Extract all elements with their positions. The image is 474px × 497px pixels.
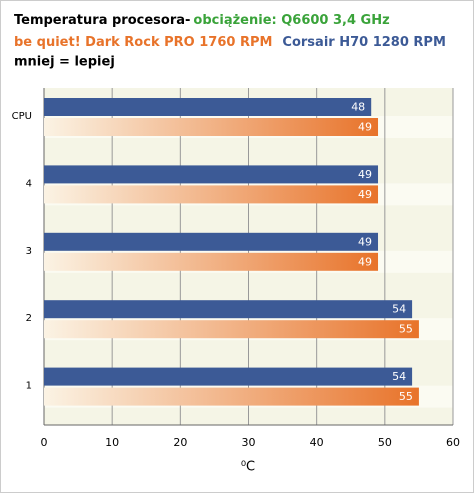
value-label: 49 — [358, 188, 372, 201]
x-tick-label: 0 — [41, 436, 48, 449]
bar — [44, 232, 379, 251]
value-label: 48 — [351, 101, 365, 114]
value-label: 55 — [399, 323, 413, 336]
y-tick-label: 2 — [26, 313, 32, 324]
title-highlight: obciążenie: Q6600 3,4 GHz — [193, 13, 389, 28]
bar — [44, 387, 419, 406]
y-tick-label: CPU — [12, 111, 32, 122]
x-axis-label: ⁰C — [241, 460, 255, 475]
value-label: 54 — [392, 303, 406, 316]
x-tick-label: 50 — [378, 436, 392, 449]
y-tick-label: 3 — [26, 246, 32, 257]
bar — [44, 98, 372, 116]
value-label: 49 — [358, 168, 372, 181]
value-label: 55 — [399, 390, 413, 403]
value-label: 49 — [358, 235, 372, 248]
chart-title: Temperatura procesora-obciążenie: Q6600 … — [14, 13, 390, 28]
y-tick-label: 1 — [26, 381, 32, 392]
legend-entry: be quiet! Dark Rock PRO 1760 RPM — [14, 35, 272, 50]
x-tick-label: 20 — [173, 436, 187, 449]
bar — [44, 165, 379, 184]
x-tick-label: 60 — [446, 436, 460, 449]
bar — [44, 367, 413, 386]
value-label: 54 — [392, 370, 406, 383]
value-label: 49 — [358, 121, 372, 134]
legend: be quiet! Dark Rock PRO 1760 RPM Corsair … — [14, 35, 446, 50]
bar — [44, 118, 379, 136]
value-label: 49 — [358, 255, 372, 268]
note: mniej = lepiej — [14, 55, 115, 70]
x-tick-label: 40 — [310, 436, 324, 449]
bar — [44, 185, 379, 204]
bar — [44, 252, 379, 271]
legend-entry: Corsair H70 1280 RPM — [282, 35, 445, 50]
bar — [44, 320, 419, 339]
y-tick-label: 4 — [26, 178, 32, 189]
bar — [44, 300, 413, 319]
x-tick-label: 30 — [242, 436, 256, 449]
x-tick-label: 10 — [105, 436, 119, 449]
title: Temperatura procesora- — [14, 13, 190, 28]
